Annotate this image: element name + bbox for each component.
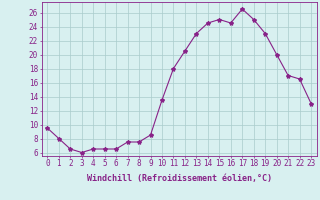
X-axis label: Windchill (Refroidissement éolien,°C): Windchill (Refroidissement éolien,°C) bbox=[87, 174, 272, 183]
